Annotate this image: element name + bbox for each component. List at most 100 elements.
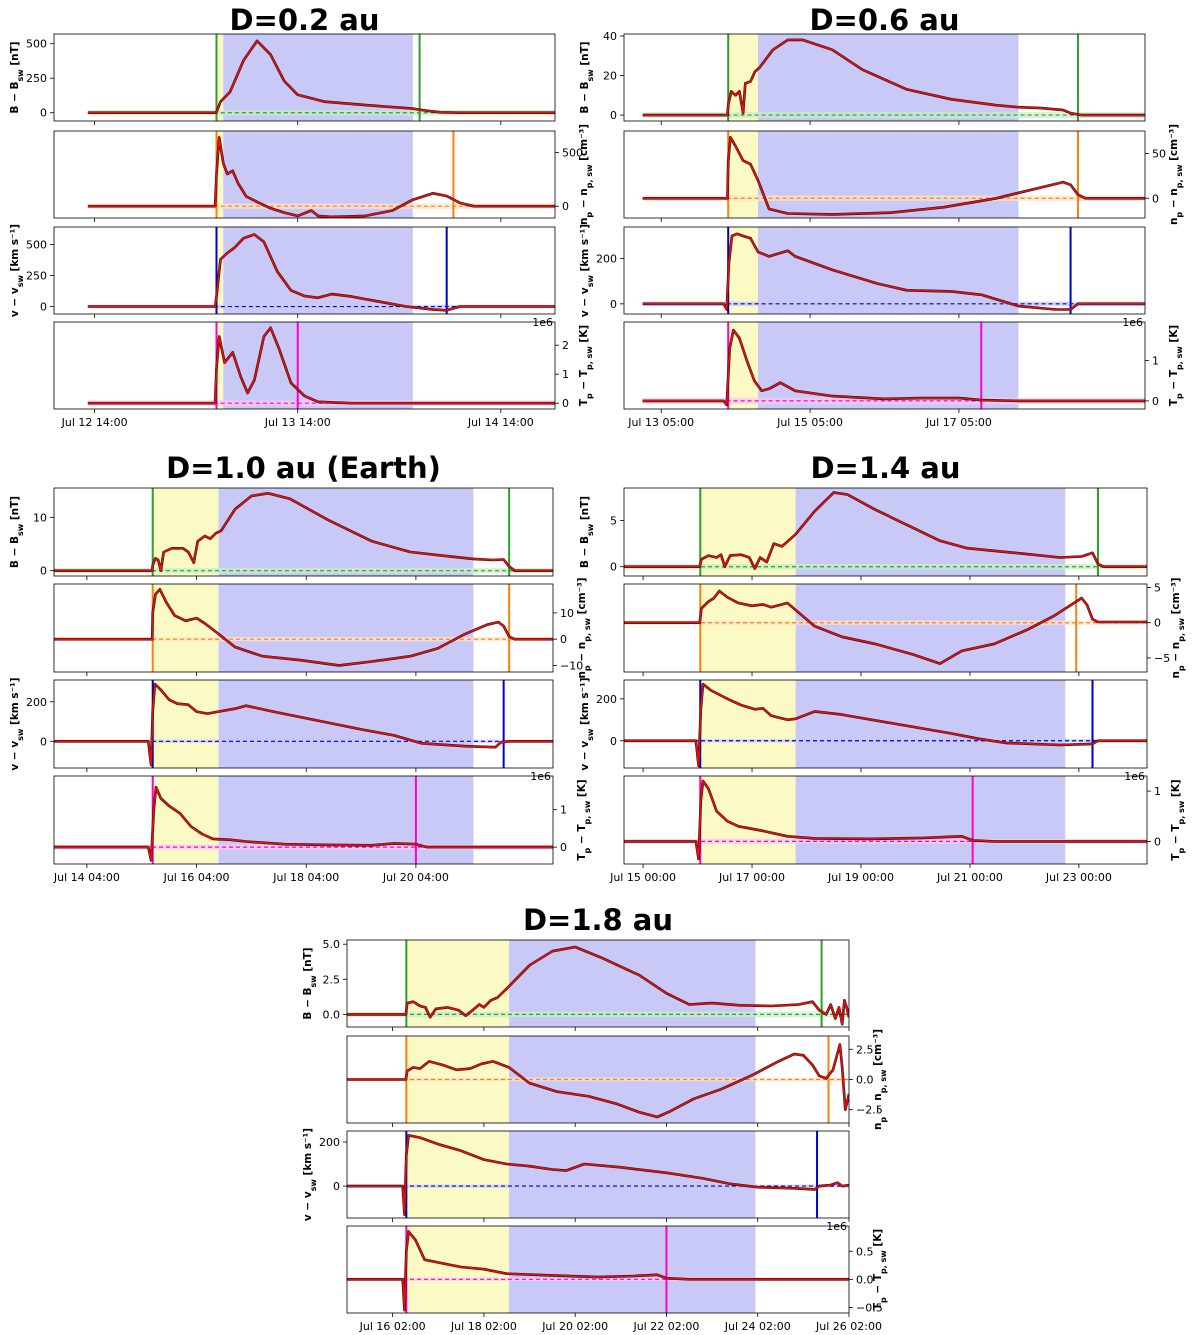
scale-exponent: 1e6	[532, 316, 553, 329]
panel-n: −2.5 0.0 2.5np − np, sw [cm⁻³]	[346, 1029, 888, 1130]
y-tick-label: 200	[596, 693, 617, 706]
ejecta-region	[223, 227, 413, 314]
y-axis-label: B − Bsw [nT]	[9, 496, 25, 568]
y-tick-label: 0	[562, 397, 569, 410]
series-line-T	[624, 780, 1147, 860]
scale-exponent: 1e6	[1122, 316, 1143, 329]
series-line-B	[624, 491, 1147, 570]
uncertainty-band	[347, 1277, 849, 1282]
y-axis-label: Tp − Tp, sw [K]	[1170, 779, 1186, 860]
x-tick-label: Jul 14 04:00	[53, 871, 120, 884]
panel-frame	[53, 33, 556, 122]
y-tick-label: 0	[1152, 192, 1159, 205]
series-line-v	[347, 1134, 849, 1216]
x-tick-label: Jul 15 05:00	[776, 416, 843, 429]
uncertainty-band	[642, 112, 1145, 119]
y-tick-label: 0	[1152, 395, 1159, 408]
y-tick-label: 0.0	[856, 1074, 874, 1087]
series-line-n	[624, 590, 1147, 665]
sheath-region	[216, 131, 224, 218]
y-tick-label: 0	[40, 565, 47, 578]
y-axis-label: np − np, sw [cm⁻³]	[872, 1029, 888, 1130]
y-tick-label: 10	[33, 511, 47, 524]
y-tick-label: 0	[40, 735, 47, 748]
panel-T: −0.5 0.0 0.5Tp − Tp, sw [K] Jul 16 02:00 Jul…	[346, 1225, 888, 1333]
y-tick-label: 0	[40, 107, 47, 120]
panel-frame	[623, 775, 1148, 865]
series-line-v	[642, 232, 1145, 311]
ejecta-region	[218, 584, 474, 672]
y-tick-label: 200	[596, 253, 617, 266]
x-tick-label: Jul 19 00:00	[827, 871, 894, 884]
y-tick-label: 2.5	[856, 1043, 874, 1056]
x-tick-label: Jul 26 02:00	[815, 1320, 882, 1333]
chart-p18: D=1.8 au0.02.55.0B − Bsw [nT]−2.50.02.5n…	[302, 903, 888, 1333]
x-tick-label: Jul 23 00:00	[1045, 871, 1112, 884]
y-tick-label: 40	[603, 30, 617, 43]
uncertainty-band	[54, 568, 553, 574]
y-axis-label: v − vsw [km s⁻¹]	[579, 677, 595, 770]
x-tick-label: Jul 16 02:00	[359, 1320, 426, 1333]
y-tick-label: 0.5	[856, 1245, 874, 1258]
y-tick-label: 5	[1154, 582, 1161, 595]
y-tick-label: 0	[40, 301, 47, 314]
panel-frame	[53, 226, 556, 315]
panel-frame	[53, 775, 554, 865]
y-tick-label: 0	[610, 735, 617, 748]
y-tick-label: 0	[560, 841, 567, 854]
y-tick-label: 200	[26, 696, 47, 709]
panel-T: 0 1 Tp − Tp, sw [K] Jul 15 00:00 Jul 17 00:0…	[609, 775, 1186, 884]
panel-frame	[623, 226, 1146, 315]
panel-frame	[53, 130, 556, 219]
panel-frame	[53, 321, 556, 410]
ejecta-region	[795, 776, 1066, 864]
y-tick-label: 10	[560, 607, 574, 620]
panel-T: 0 1 Tp − Tp, sw [K] Jul 13 05:00 Jul 15 05:0…	[623, 321, 1184, 429]
series-line-T	[54, 786, 553, 862]
series-line-n	[347, 1043, 849, 1118]
uncertainty-band	[347, 1011, 849, 1018]
panel-frame	[623, 583, 1148, 673]
y-axis-label: v − vsw [km s⁻¹]	[302, 1128, 318, 1221]
y-tick-label: 0	[1154, 835, 1161, 848]
x-tick-label: Jul 17 05:00	[925, 416, 992, 429]
sheath-region	[700, 584, 796, 672]
panel-frame	[623, 130, 1146, 219]
y-tick-label: 250	[26, 72, 47, 85]
panel-frame	[53, 487, 554, 577]
panel-n: −5 0 5 np − np, sw [cm⁻³]	[623, 577, 1186, 679]
y-axis-label: Tp − Tp, sw [K]	[1168, 325, 1184, 406]
scale-exponent: 1e6	[1124, 770, 1145, 783]
y-tick-label: 0	[562, 200, 569, 213]
ejecta-region	[218, 488, 474, 576]
ejecta-region	[223, 322, 413, 409]
x-tick-label: Jul 20 02:00	[541, 1320, 608, 1333]
sheath-region	[728, 131, 758, 218]
x-tick-label: Jul 14 14:00	[467, 416, 534, 429]
chart-title: D=1.4 au	[810, 451, 960, 485]
y-tick-label: 0.0	[323, 1008, 341, 1021]
y-tick-label: 1	[1154, 785, 1161, 798]
y-axis-label: Tp − Tp, sw [K]	[578, 325, 594, 406]
sheath-region	[700, 488, 796, 576]
panel-B: 0 20 40 B − Bsw [nT]	[579, 30, 1146, 125]
chart-title: D=0.6 au	[809, 3, 959, 37]
y-tick-label: 500	[26, 238, 47, 251]
panel-frame	[623, 487, 1148, 577]
x-tick-label: Jul 20 04:00	[382, 871, 449, 884]
uncertainty-band	[347, 1184, 849, 1188]
series-line-B	[54, 492, 553, 572]
x-tick-label: Jul 17 00:00	[718, 871, 785, 884]
panel-B: 0.0 2.5 5.0 B − Bsw [nT]	[302, 938, 850, 1031]
sheath-region	[406, 1131, 510, 1218]
x-tick-label: Jul 13 14:00	[264, 416, 331, 429]
y-axis-label: v − vsw [km s⁻¹]	[9, 677, 25, 770]
y-tick-label: 500	[562, 146, 583, 159]
y-tick-label: 500	[26, 38, 47, 51]
